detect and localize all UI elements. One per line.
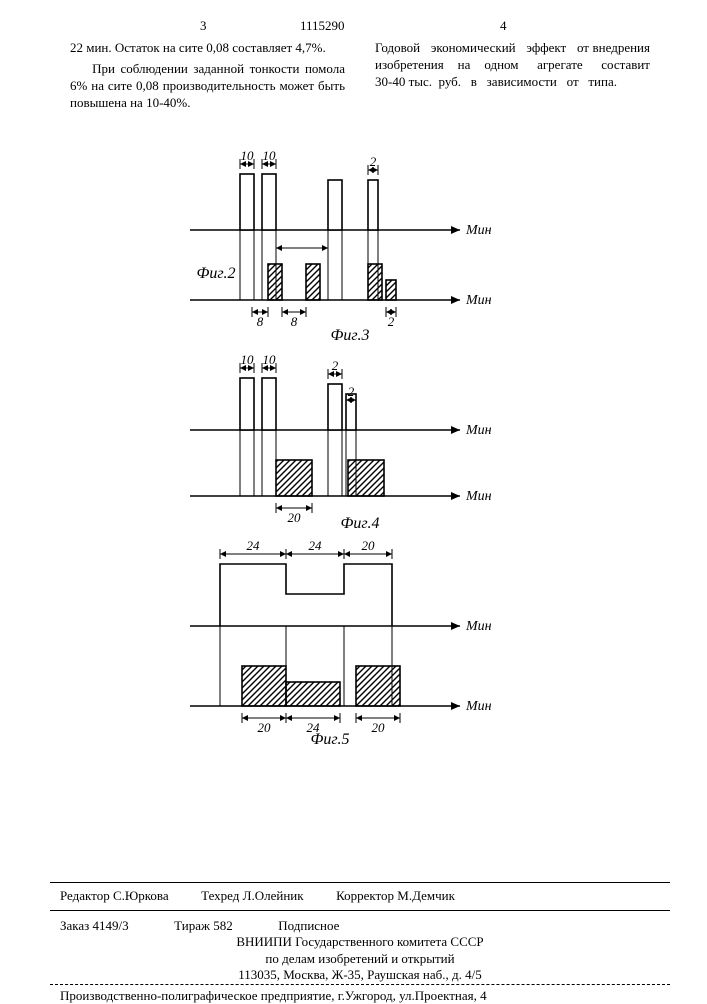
svg-text:20: 20 — [372, 720, 386, 735]
left-column: 22 мин. Остаток на сите 0,08 составляет … — [70, 40, 345, 116]
svg-text:2: 2 — [348, 384, 355, 399]
footer-credits: Редактор С.Юркова Техред Л.Олейник Корре… — [60, 888, 660, 904]
org3: 113035, Москва, Ж-35, Раушская наб., д. … — [60, 967, 660, 983]
divider-2 — [50, 910, 670, 911]
left-para-2: При соблюдении заданной тонкости помола … — [70, 61, 345, 112]
col-num-right: 4 — [500, 18, 507, 34]
svg-text:2: 2 — [388, 314, 395, 329]
svg-text:Фиг.5: Фиг.5 — [311, 731, 350, 748]
page: 3 1115290 4 22 мин. Остаток на сите 0,08… — [0, 0, 707, 1000]
patent-number: 1115290 — [300, 18, 345, 34]
diagram-area: Мин10102Фиг.2Мин882Фиг.3Мин101022Мин20Фи… — [180, 150, 560, 870]
svg-text:24: 24 — [309, 538, 323, 553]
svg-text:10: 10 — [263, 150, 277, 163]
podpisnoe: Подписное — [278, 918, 339, 933]
svg-text:20: 20 — [288, 510, 302, 525]
svg-text:Мин: Мин — [465, 223, 492, 238]
editor-name: С.Юркова — [113, 888, 169, 903]
org2: по делам изобретений и открытий — [60, 951, 660, 967]
svg-text:20: 20 — [258, 720, 272, 735]
tirazh: Тираж 582 — [174, 918, 233, 933]
techred-name: Л.Олейник — [243, 888, 304, 903]
svg-text:8: 8 — [291, 314, 298, 329]
svg-text:10: 10 — [241, 352, 255, 367]
footer-plant: Производственно-полиграфическое предприя… — [60, 988, 660, 1004]
svg-text:2: 2 — [332, 358, 339, 373]
editor-label: Редактор — [60, 888, 110, 903]
svg-text:Фиг.2: Фиг.2 — [197, 265, 236, 282]
timing-diagrams-svg: Мин10102Фиг.2Мин882Фиг.3Мин101022Мин20Фи… — [180, 150, 560, 870]
right-column: Годовой экономический эффект от внедрени… — [375, 40, 650, 116]
svg-text:2: 2 — [370, 154, 377, 169]
svg-text:Мин: Мин — [465, 619, 492, 634]
org1: ВНИИПИ Государственного комитета СССР — [60, 934, 660, 950]
svg-text:Мин: Мин — [465, 293, 492, 308]
svg-text:Мин: Мин — [465, 489, 492, 504]
svg-text:Фиг.4: Фиг.4 — [341, 515, 380, 532]
svg-text:8: 8 — [257, 314, 264, 329]
svg-text:Мин: Мин — [465, 423, 492, 438]
order-no: Заказ 4149/3 — [60, 918, 129, 933]
svg-text:10: 10 — [241, 150, 255, 163]
divider-1 — [50, 882, 670, 883]
plant: Производственно-полиграфическое предприя… — [60, 988, 487, 1003]
right-para-1: Годовой экономический эффект от внедрени… — [375, 40, 650, 91]
divider-3 — [50, 984, 670, 985]
techred-label: Техред — [201, 888, 239, 903]
svg-text:10: 10 — [263, 352, 277, 367]
svg-text:Фиг.3: Фиг.3 — [331, 327, 370, 344]
footer-publication: Заказ 4149/3 Тираж 582 Подписное ВНИИПИ … — [60, 918, 660, 983]
left-para-1: 22 мин. Остаток на сите 0,08 составляет … — [70, 40, 345, 57]
svg-text:20: 20 — [362, 538, 376, 553]
svg-text:24: 24 — [247, 538, 261, 553]
corrector-label: Корректор — [336, 888, 394, 903]
col-num-left: 3 — [200, 18, 207, 34]
corrector-name: М.Демчик — [397, 888, 455, 903]
svg-text:Мин: Мин — [465, 699, 492, 714]
text-columns: 22 мин. Остаток на сите 0,08 составляет … — [70, 40, 650, 116]
